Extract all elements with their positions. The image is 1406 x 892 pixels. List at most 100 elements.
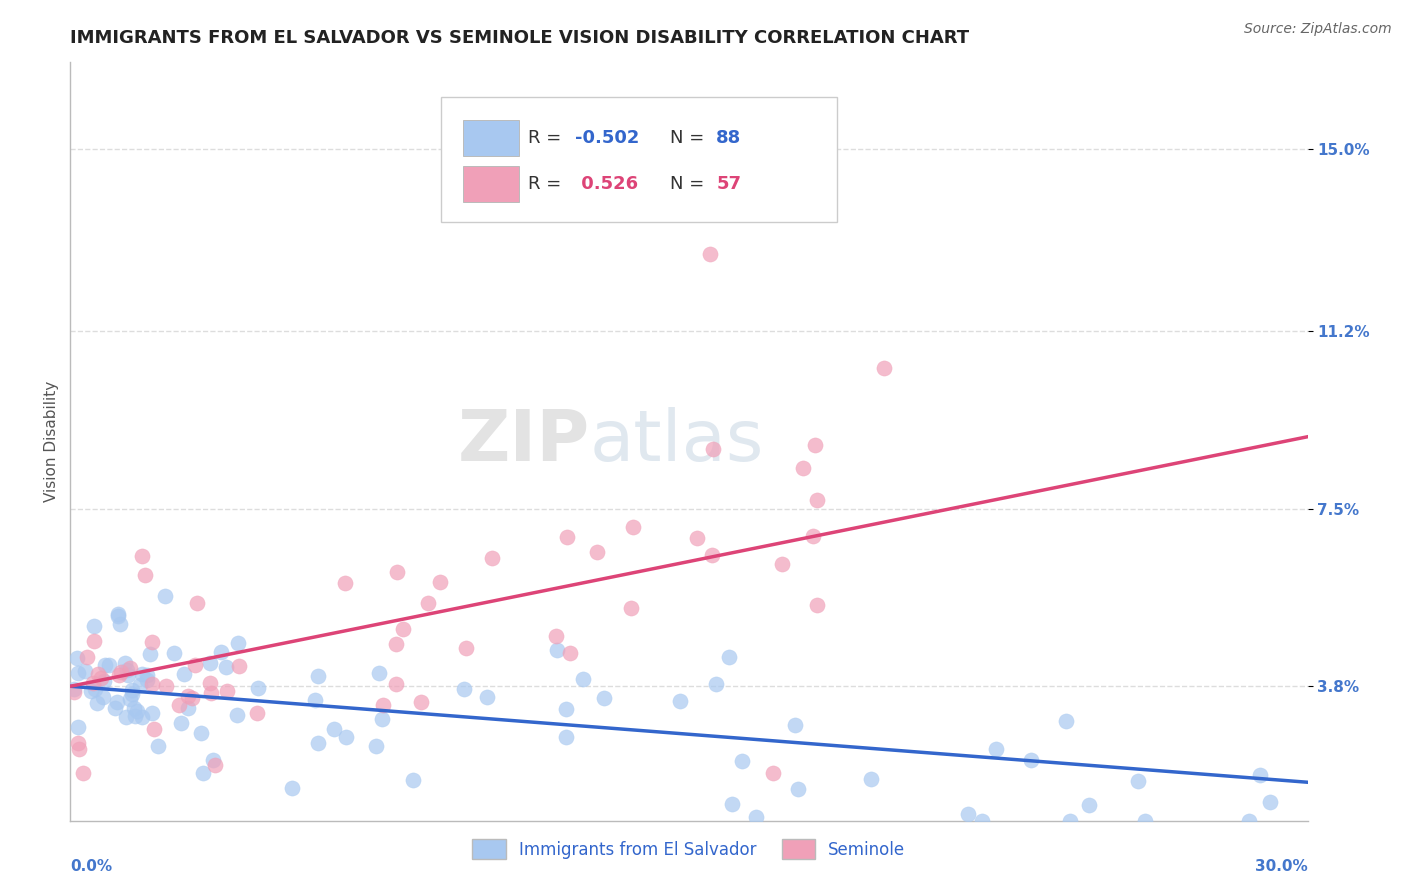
Point <box>685 531 707 545</box>
Point <box>1249 768 1271 782</box>
Point <box>163 646 186 660</box>
Point <box>104 701 127 715</box>
Point <box>453 681 475 696</box>
Point <box>200 676 222 690</box>
Point <box>190 726 212 740</box>
Point <box>82 675 104 690</box>
Point <box>117 668 139 682</box>
Point <box>307 669 329 683</box>
Point <box>481 551 503 566</box>
Point <box>215 659 238 673</box>
Point <box>385 565 408 579</box>
Point <box>124 709 146 723</box>
Point <box>121 683 143 698</box>
Point <box>970 814 993 828</box>
Point <box>546 643 568 657</box>
Point <box>72 765 94 780</box>
Point <box>191 766 214 780</box>
Point <box>141 706 163 720</box>
Point <box>118 661 141 675</box>
Point <box>281 780 304 795</box>
Point <box>108 617 131 632</box>
Point <box>90 671 112 685</box>
Point <box>228 658 250 673</box>
Point <box>785 717 807 731</box>
Point <box>806 598 828 612</box>
Point <box>956 806 979 821</box>
Point <box>385 636 408 650</box>
Point <box>720 797 742 811</box>
Point <box>139 647 162 661</box>
Point <box>108 668 131 682</box>
Point <box>1019 753 1042 767</box>
Point <box>572 672 595 686</box>
Point <box>731 754 754 768</box>
Point <box>621 520 644 534</box>
Text: 0.0%: 0.0% <box>70 858 112 873</box>
Point <box>745 810 768 824</box>
Point <box>333 576 356 591</box>
Point <box>105 695 128 709</box>
Point <box>94 658 117 673</box>
Point <box>669 694 692 708</box>
Point <box>392 622 415 636</box>
Point <box>184 658 207 673</box>
Point <box>114 710 136 724</box>
Point <box>804 438 827 452</box>
Point <box>226 636 249 650</box>
FancyBboxPatch shape <box>463 120 519 156</box>
Point <box>155 679 177 693</box>
Point <box>107 607 129 622</box>
Point <box>66 651 89 665</box>
Point <box>770 557 793 571</box>
Point <box>984 742 1007 756</box>
Point <box>1054 714 1077 728</box>
Point <box>209 645 232 659</box>
Point <box>93 673 115 688</box>
Point <box>323 723 346 737</box>
Point <box>335 730 357 744</box>
Point <box>146 739 169 754</box>
Point <box>87 667 110 681</box>
Point <box>702 442 724 457</box>
Point <box>63 681 86 696</box>
Point <box>118 692 141 706</box>
Text: -0.502: -0.502 <box>575 129 640 147</box>
Point <box>170 715 193 730</box>
Point <box>215 684 238 698</box>
Text: R =: R = <box>529 129 567 147</box>
Point <box>83 634 105 648</box>
Point <box>702 548 724 562</box>
Point <box>592 690 614 705</box>
Point <box>83 619 105 633</box>
Point <box>373 698 395 713</box>
Point <box>76 650 98 665</box>
Text: IMMIGRANTS FROM EL SALVADOR VS SEMINOLE VISION DISABILITY CORRELATION CHART: IMMIGRANTS FROM EL SALVADOR VS SEMINOLE … <box>70 29 969 47</box>
Point <box>131 710 153 724</box>
Point <box>873 361 896 376</box>
Point <box>80 684 103 698</box>
Point <box>122 701 145 715</box>
Legend: Immigrants from El Salvador, Seminole: Immigrants from El Salvador, Seminole <box>465 833 912 865</box>
Point <box>141 677 163 691</box>
Point <box>416 596 439 610</box>
Text: N =: N = <box>671 129 710 147</box>
Point <box>1059 814 1081 828</box>
Point <box>91 690 114 705</box>
Point <box>411 694 433 708</box>
Point <box>135 673 157 687</box>
Point <box>186 596 208 610</box>
Point <box>371 712 394 726</box>
Point <box>198 657 221 671</box>
Point <box>180 690 202 705</box>
Point <box>86 696 108 710</box>
Point <box>454 641 477 656</box>
Text: R =: R = <box>529 175 567 193</box>
Point <box>131 549 153 563</box>
Point <box>204 757 226 772</box>
Point <box>173 667 195 681</box>
Point <box>202 753 225 767</box>
Point <box>1258 795 1281 809</box>
Point <box>141 634 163 648</box>
Point <box>368 665 391 680</box>
